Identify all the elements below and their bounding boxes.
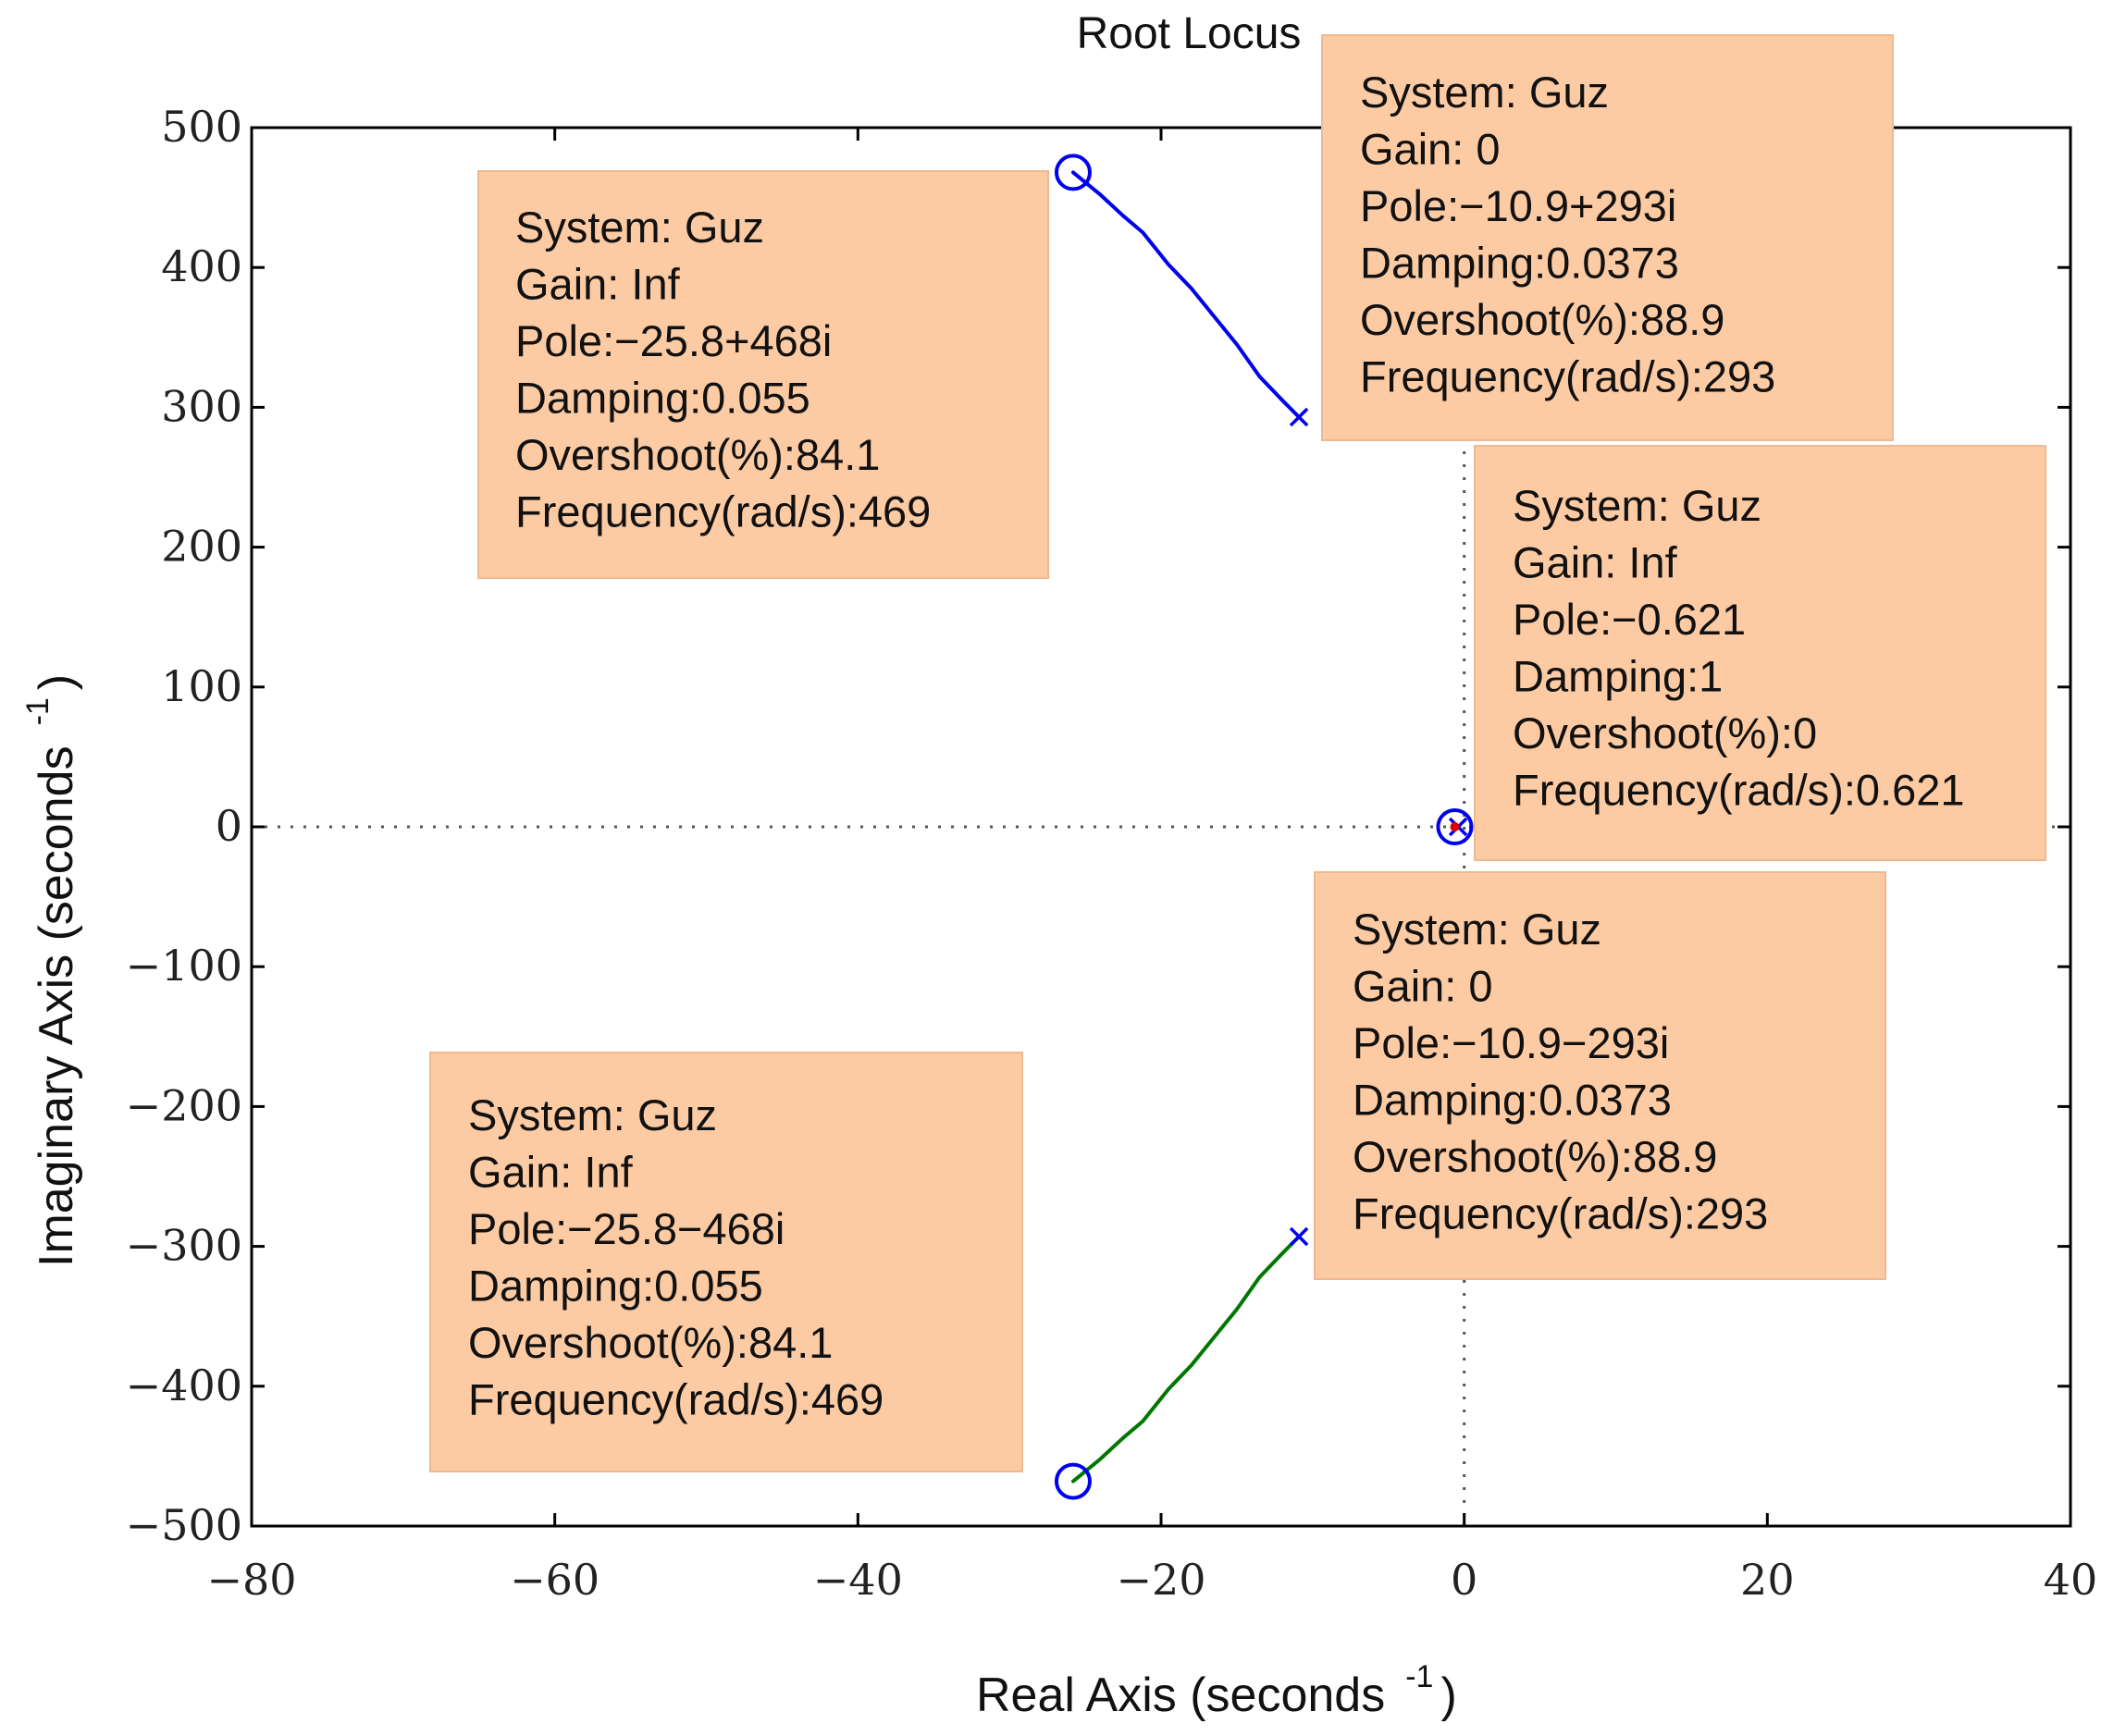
datatip-line: System: Guz bbox=[1513, 481, 1761, 530]
x-axis-label: Real Axis (seconds -1) bbox=[976, 1659, 1457, 1722]
datatip-box bbox=[1314, 871, 1886, 1280]
datatip-line: Pole:−25.8−468i bbox=[468, 1204, 785, 1253]
datatip-line: Pole:−10.9−293i bbox=[1353, 1018, 1669, 1067]
x-axis-label-text: Real Axis (seconds bbox=[976, 1668, 1385, 1722]
x-tick-label: −40 bbox=[813, 1555, 903, 1605]
pole-zero-markers bbox=[1054, 154, 1474, 1500]
datatip-line: Pole:−25.8+468i bbox=[515, 316, 832, 365]
y-tick-label: 200 bbox=[161, 522, 242, 572]
datatip-line: Pole:−10.9+293i bbox=[1360, 181, 1676, 230]
x-tick-label: −80 bbox=[206, 1555, 296, 1605]
datatip-box bbox=[429, 1052, 1023, 1472]
y-axis-label: Imaginary Axis (seconds -1) bbox=[20, 674, 83, 1267]
datatip-line: System: Guz bbox=[468, 1090, 717, 1139]
datatip-line: Overshoot(%):84.1 bbox=[468, 1318, 833, 1367]
x-tick-label: 20 bbox=[1740, 1555, 1795, 1605]
datatip-line: Gain: Inf bbox=[468, 1148, 634, 1197]
datatip-1: System: Guz Gain: Inf Pole:−25.8+468i Dampi… bbox=[477, 170, 1049, 579]
datatip-line: Frequency(rad/s):469 bbox=[515, 487, 931, 536]
y-axis-unit-exponent: -1 bbox=[20, 697, 56, 725]
y-axis-label-close-paren: ) bbox=[30, 674, 83, 690]
datatip-line: Damping:0.0373 bbox=[1360, 239, 1679, 288]
y-tick-label: −100 bbox=[126, 941, 242, 991]
datatip-line: System: Guz bbox=[1353, 905, 1601, 954]
y-tick-label: −300 bbox=[126, 1221, 242, 1271]
chart-title: Root Locus bbox=[1077, 9, 1302, 58]
locus-branch-2 bbox=[1071, 1235, 1302, 1484]
datatip-line: Frequency(rad/s):293 bbox=[1360, 352, 1775, 401]
x-tick-label: 0 bbox=[1451, 1555, 1477, 1605]
datatip-line: Frequency(rad/s):0.621 bbox=[1513, 766, 1965, 815]
datatip-2: System: Guz Gain: 0 Pole:−10.9+293i Damping… bbox=[1321, 34, 1894, 441]
x-axis-label-close-paren: ) bbox=[1440, 1668, 1456, 1722]
y-axis-label-text: Imaginary Axis (seconds bbox=[30, 745, 83, 1267]
datatip-3: System: Guz Gain: Inf Pole:−0.621 Damping:1… bbox=[1474, 445, 2046, 861]
y-tick-label: 100 bbox=[161, 661, 242, 711]
x-tick-label: −60 bbox=[510, 1555, 599, 1605]
y-tick-label: 400 bbox=[161, 241, 242, 291]
x-tick-label: 40 bbox=[2044, 1555, 2098, 1605]
datatip-5: System: Guz Gain: Inf Pole:−25.8−468i Dampi… bbox=[429, 1052, 1023, 1472]
y-tick-label: 0 bbox=[216, 801, 242, 851]
zero-marker bbox=[1054, 154, 1092, 191]
datatips: System: Guz Gain: Inf Pole:−25.8+468i Dampi… bbox=[429, 34, 2046, 1472]
x-tick-label: −20 bbox=[1116, 1555, 1205, 1605]
datatip-line: Damping:0.0373 bbox=[1353, 1076, 1672, 1125]
datatip-line: Frequency(rad/s):293 bbox=[1353, 1189, 1768, 1238]
pole-marker-stroke bbox=[1289, 407, 1309, 427]
selected-point-dot bbox=[1450, 822, 1460, 831]
datatip-line: Overshoot(%):84.1 bbox=[515, 430, 880, 479]
y-tick-label: −200 bbox=[126, 1080, 242, 1130]
pole-marker bbox=[1289, 407, 1309, 427]
datatip-line: System: Guz bbox=[515, 203, 764, 252]
datatip-line: Frequency(rad/s):469 bbox=[468, 1375, 884, 1424]
datatip-box bbox=[477, 170, 1049, 579]
y-tick-label: −500 bbox=[126, 1500, 242, 1550]
zero-marker bbox=[1054, 1462, 1092, 1500]
datatip-line: Gain: Inf bbox=[1513, 538, 1678, 587]
zero-marker bbox=[1436, 808, 1474, 845]
datatip-line: Gain: Inf bbox=[515, 260, 681, 309]
pole-marker-stroke bbox=[1289, 1226, 1309, 1247]
datatip-line: Overshoot(%):88.9 bbox=[1360, 295, 1724, 344]
axis-ticks: −80 −60 −40 −20 0 20 405004003002001000−100−20… bbox=[126, 102, 2098, 1605]
y-tick-label: 300 bbox=[161, 381, 242, 431]
datatip-line: Gain: 0 bbox=[1360, 125, 1501, 174]
datatip-line: Damping:0.055 bbox=[468, 1262, 763, 1311]
x-axis-unit-exponent: -1 bbox=[1405, 1659, 1433, 1694]
locus-branch-1 bbox=[1071, 170, 1302, 419]
datatip-box bbox=[1321, 34, 1894, 441]
datatip-line: Pole:−0.621 bbox=[1513, 595, 1746, 644]
datatip-line: Gain: 0 bbox=[1353, 962, 1493, 1011]
datatip-line: Damping:0.055 bbox=[515, 374, 810, 423]
datatip-4: System: Guz Gain: 0 Pole:−10.9−293i Damping… bbox=[1314, 871, 1886, 1280]
pole-marker bbox=[1289, 1226, 1309, 1247]
y-tick-label: 500 bbox=[161, 102, 242, 152]
datatip-line: Damping:1 bbox=[1513, 652, 1723, 701]
y-tick-label: −400 bbox=[126, 1360, 242, 1410]
datatip-line: Overshoot(%):88.9 bbox=[1353, 1132, 1717, 1181]
datatip-box bbox=[1474, 445, 2046, 861]
datatip-line: Overshoot(%):0 bbox=[1513, 708, 1817, 757]
datatip-line: System: Guz bbox=[1360, 68, 1609, 117]
